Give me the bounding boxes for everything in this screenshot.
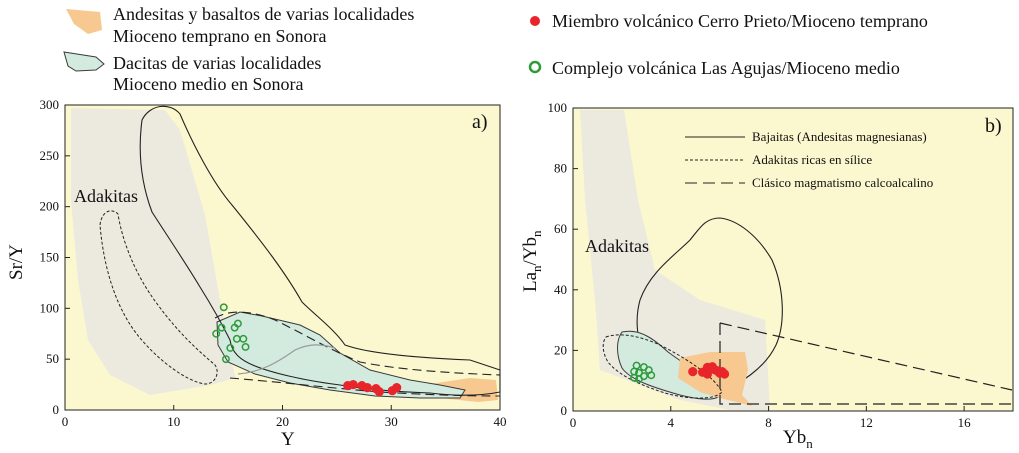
las-agujas-legend-label: Complejo volcánica Las Agujas/Mioceno me…: [552, 58, 900, 78]
cerro-prieto-point: [374, 387, 384, 397]
las-agujas-point: [212, 329, 221, 338]
x-tick-label: 12: [860, 415, 873, 430]
las-agujas-point: [239, 334, 248, 343]
chart-panel-b: 0 4 8 12 16 0 20 40 60 80 100 Bajaitas (Andesitas …: [520, 100, 1014, 451]
cerro-prieto-point: [392, 383, 402, 393]
andesite-legend-line2: Mioceno temprano en Sonora: [113, 26, 326, 46]
x-tick-label: 0: [570, 415, 577, 430]
inner-legend-dotted-label: Adakitas ricas en sílice: [752, 152, 872, 167]
cerro-prieto-point: [688, 367, 698, 377]
las-agujas-point: [233, 319, 242, 328]
dacite-legend-line1: Dacitas de varias localidades: [113, 53, 321, 73]
las-agujas-point: [222, 355, 230, 364]
points-a: [212, 303, 402, 397]
cerro-prieto-point: [702, 369, 713, 379]
y-axis-label-b: Lan/Ybn: [520, 230, 544, 292]
calcalkaline-outline-b: [719, 322, 1013, 405]
points-b: [630, 361, 730, 384]
cerro-prieto-point: [362, 383, 372, 393]
y-tick-label: 80: [554, 161, 567, 176]
axes-b: 0 4 8 12 16 0 20 40 60 80 100: [548, 100, 972, 430]
inner-legend-solid-label: Bajaitas (Andesitas magnesianas): [752, 129, 927, 144]
y-tick-label: 20: [554, 342, 567, 357]
panel-label-b: b): [985, 115, 1002, 137]
las-agujas-point: [241, 343, 250, 351]
grey-trend-line-a: [237, 344, 336, 375]
y-axis-label-a: Sr/Y: [6, 244, 27, 280]
cerro-prieto-legend-label: Miembro volcánico Cerro Prieto/Mioceno t…: [552, 11, 928, 31]
cerro-prieto-legend-marker: [530, 16, 540, 26]
las-agujas-point: [226, 344, 235, 352]
inner-legend-b: Bajaitas (Andesitas magnesianas) Adakita…: [685, 129, 933, 190]
x-tick-label: 40: [494, 414, 507, 429]
silica-adakite-outline-a: [99, 210, 218, 385]
x-tick-label: 8: [765, 415, 772, 430]
axes-a: 0 10 20 30 40 0 50 100 150 200 250 300: [40, 97, 507, 429]
y-tick-label: 250: [40, 148, 60, 163]
dacite-legend-swatch: [63, 51, 105, 72]
calcalkaline-outline-a: [214, 311, 501, 376]
cerro-prieto-point: [719, 369, 730, 379]
bajaita-outline-a: [139, 105, 501, 396]
cerro-prieto-point: [348, 379, 358, 390]
las-agujas-point: [647, 371, 656, 380]
x-axis-label-a: Y: [281, 429, 295, 450]
x-tick-label: 16: [958, 415, 972, 430]
y-tick-label: 60: [554, 221, 567, 236]
adakite-region-label-b: Adakitas: [585, 236, 649, 256]
x-tick-label: 4: [668, 415, 675, 430]
panel-label-a: a): [472, 111, 488, 133]
frame-b: [572, 107, 1014, 412]
x-axis-label-b: Ybn: [783, 427, 813, 451]
y-tick-label: 50: [46, 351, 59, 366]
las-agujas-point: [217, 323, 226, 332]
dacite-legend-line2: Mioceno medio en Sonora: [113, 74, 303, 94]
y-tick-label: 0: [561, 403, 568, 418]
y-tick-label: 100: [40, 300, 60, 315]
silica-adakite-outline-b: [602, 334, 723, 399]
x-tick-label: 0: [62, 414, 69, 429]
inner-legend-dashed-label: Clásico magmatismo calcoalcalino: [752, 175, 933, 190]
las-agujas-point: [630, 373, 639, 382]
adakite-region-label-a: Adakitas: [74, 186, 138, 206]
y-tick-label: 300: [40, 97, 60, 112]
y-tick-label: 150: [40, 250, 60, 265]
y-tick-label: 0: [53, 402, 60, 417]
y-tick-label: 200: [40, 199, 60, 214]
x-tick-label: 10: [167, 414, 180, 429]
y-tick-label: 100: [548, 100, 568, 115]
calcalkaline-outline-a2: [229, 377, 501, 397]
andesite-legend-swatch: [66, 9, 102, 34]
x-tick-label: 30: [385, 414, 398, 429]
andesite-legend-line1: Andesitas y basaltos de varias localidad…: [113, 4, 414, 24]
x-tick-label: 20: [276, 414, 289, 429]
dacite-field-a: [216, 311, 466, 399]
adakite-field-a: [71, 108, 236, 395]
top-legend: Andesitas y basaltos de varias localidad…: [63, 4, 928, 94]
las-agujas-point: [219, 303, 228, 312]
y-tick-label: 40: [554, 282, 567, 297]
las-agujas-legend-marker: [528, 60, 542, 74]
andesite-field-b: [678, 352, 752, 406]
las-agujas-point: [635, 375, 643, 384]
